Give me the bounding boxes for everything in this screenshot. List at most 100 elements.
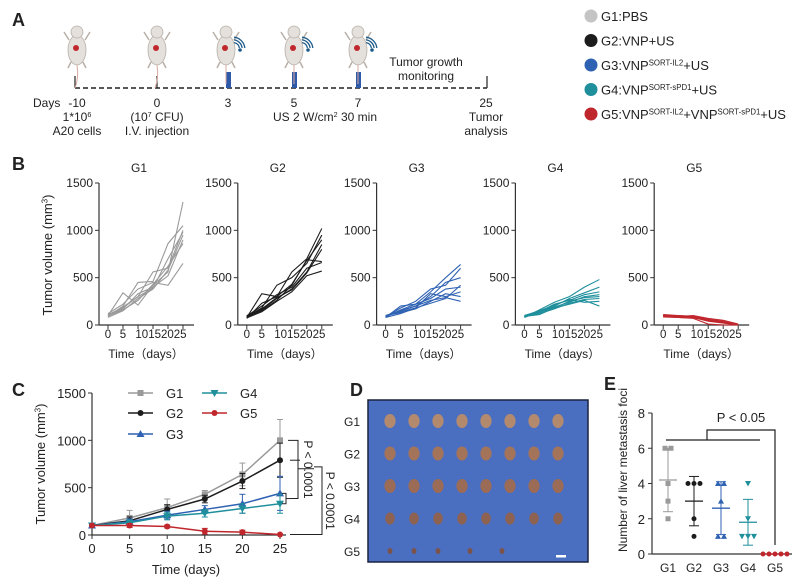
growth-line-G3 <box>385 284 461 318</box>
data-point-G1 <box>201 491 208 498</box>
legend-label-G1: G1 <box>166 386 183 401</box>
growth-line-G1 <box>107 239 184 317</box>
growth-line-G1 <box>107 263 184 315</box>
data-point-G4 <box>276 500 284 508</box>
mouse-head <box>70 25 84 39</box>
data-point-G4 <box>238 505 247 513</box>
tumor-dot <box>153 45 159 51</box>
x-tick-label: 20 <box>235 541 249 556</box>
tumor-photo <box>367 399 589 563</box>
y-tick-label: 0 <box>638 547 645 562</box>
timeline-day: -10 <box>68 96 86 110</box>
data-point-G5 <box>201 528 208 535</box>
x-tick-label: G4 <box>740 561 756 575</box>
timeline-note: (107 CFU) <box>130 110 183 124</box>
data-point-G1 <box>665 516 671 522</box>
p-value-label: P < 0.0001 <box>323 472 337 530</box>
data-point-G2 <box>201 496 208 503</box>
timeline-note: A20 cells <box>53 124 102 138</box>
timeline-day: 3 <box>225 96 232 110</box>
x-tick-label: 10152025 <box>691 329 742 341</box>
data-point-G5 <box>760 551 766 557</box>
mouse-icon <box>280 25 314 84</box>
tumor-sample <box>552 446 564 461</box>
data-point-G4 <box>751 533 757 540</box>
growth-line-G4 <box>524 298 600 317</box>
growth-line-G2 <box>246 248 323 318</box>
tumor-dot <box>290 45 296 51</box>
ultrasound-wave-icon <box>365 36 378 49</box>
mouse-head <box>351 25 365 39</box>
growth-line-G1 <box>107 231 184 316</box>
legend-marker-G3 <box>136 430 145 437</box>
ultrasound-wave-icon <box>365 41 373 49</box>
x-tick-label: 0 <box>382 329 388 341</box>
x-axis-label: Time (days) <box>152 562 220 577</box>
data-point-G4 <box>745 481 751 487</box>
x-axis-label: Time（days） <box>386 347 462 361</box>
photo-row-label: G5 <box>344 545 360 559</box>
ultrasound-source-icon <box>238 48 242 52</box>
y-tick-label: 1500 <box>344 176 371 190</box>
mouse-limbs <box>212 31 240 69</box>
photo-row-label: G4 <box>344 513 360 527</box>
tumor-sample <box>384 479 396 493</box>
tumor-sample <box>504 446 516 461</box>
data-point-G1 <box>277 437 283 444</box>
x-tick-label: 15 <box>198 541 212 556</box>
x-tick-label: G5 <box>767 561 783 575</box>
mouse-limbs <box>280 31 308 69</box>
legend-marker-G1 <box>137 390 144 396</box>
x-tick-label: 0 <box>521 329 527 341</box>
tumor-sample <box>480 479 492 493</box>
panel-b-title-G3: G3 <box>409 161 425 175</box>
y-tick-label: 1000 <box>344 223 371 237</box>
y-tick-label: 1000 <box>66 223 93 237</box>
panel-label-a: A <box>12 10 25 30</box>
panel-c-y-axis-label: Tumor volume (mm3) <box>33 404 48 525</box>
x-tick-label: 10152025 <box>413 329 464 341</box>
y-tick-label: 1500 <box>57 386 86 401</box>
tumor-sample <box>387 548 393 554</box>
y-tick-label: 500 <box>351 271 371 285</box>
legend-marker-G5 <box>211 410 218 416</box>
ultrasound-wave-icon <box>365 39 375 49</box>
panel-b-title-G1: G1 <box>131 161 147 175</box>
y-tick-label: 6 <box>638 441 645 456</box>
tumor-sample <box>408 414 420 428</box>
tumor-sample <box>504 479 516 493</box>
tumor-sample <box>432 414 444 428</box>
growth-line-G1 <box>107 234 184 318</box>
data-point-G2 <box>277 457 283 464</box>
tumor-sample <box>408 446 420 461</box>
growth-line-G5 <box>663 314 739 326</box>
y-tick-label: 1000 <box>57 433 86 448</box>
photo-row-label: G3 <box>344 480 360 494</box>
y-tick-label: 2 <box>638 512 645 527</box>
tumor-sample <box>481 512 491 525</box>
tumor-dot <box>73 45 79 51</box>
data-point-G4 <box>739 533 745 540</box>
growth-line-G2 <box>246 234 323 317</box>
legend-label-G4: G4:VNPSORT-sPD1+US <box>601 83 717 98</box>
legend-label-G5: G5 <box>240 406 257 421</box>
tumor-sample <box>467 548 473 554</box>
y-tick-label: 0 <box>503 318 510 332</box>
legend-swatch-G1 <box>584 9 598 23</box>
mouse-icon <box>212 25 246 84</box>
tumor-dot <box>354 45 360 51</box>
tumor-sample <box>552 414 564 428</box>
x-tick-label: 5 <box>397 329 403 341</box>
monitoring-note: Tumor growth <box>389 55 463 69</box>
legend-label-G5: G5:VNPSORT-IL2+VNPSORT-sPD1+US <box>601 107 786 122</box>
tumor-sample <box>456 414 468 428</box>
x-tick-label: 25 <box>273 541 287 556</box>
x-tick-label: 10152025 <box>274 329 325 341</box>
y-tick-label: 500 <box>73 271 93 285</box>
growth-line-G3 <box>385 296 461 317</box>
data-point-G4 <box>200 510 209 518</box>
data-point-G3 <box>715 533 721 539</box>
mouse-icon <box>143 25 171 89</box>
tumor-sample <box>411 548 417 554</box>
